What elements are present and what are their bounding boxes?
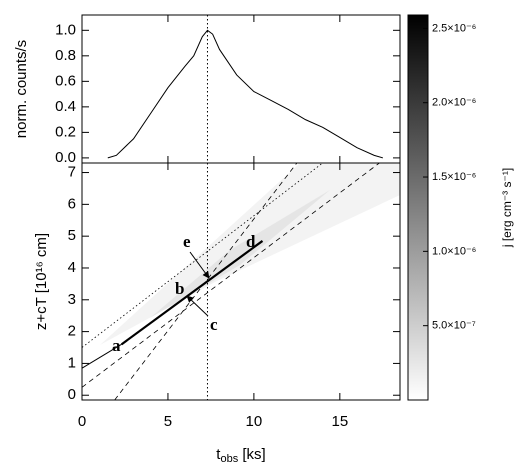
y-tick-label: 4: [68, 259, 76, 276]
y-tick-label: 0.2: [55, 123, 76, 140]
data-line: [114, 162, 298, 401]
emission-shading: [150, 190, 330, 318]
annotation: b: [175, 279, 184, 298]
y-tick-label: 0.8: [55, 47, 76, 64]
y-tick-label: 0: [68, 386, 76, 403]
colorbar: [407, 14, 429, 401]
y-tick-label: 6: [68, 195, 76, 212]
y-axis-label: norm. counts/s: [13, 40, 30, 138]
colorbar-tick-label: 1.5×10⁻⁶: [432, 171, 476, 183]
x-axis-label: tobs [ks]: [216, 446, 265, 465]
colorbar-label: j [erg cm⁻³ s⁻¹]: [500, 168, 514, 248]
data-line: [120, 240, 264, 346]
data-line: [107, 29, 383, 159]
annotation: a: [112, 336, 121, 355]
annotation: c: [210, 315, 218, 334]
y-tick-label: 0.4: [55, 98, 76, 115]
y-tick-label: 0.0: [55, 149, 76, 166]
y-tick-label: 3: [68, 291, 76, 308]
y-tick-label: 7: [68, 164, 76, 181]
plot-frame: [81, 14, 401, 164]
annotation: e: [183, 232, 191, 251]
colorbar-tick-label: 2.5×10⁻⁶: [432, 22, 476, 34]
emission-shading: [100, 163, 400, 345]
y-tick-label: 5: [68, 227, 76, 244]
y-tick-label: 1.0: [55, 21, 76, 38]
annotation: d: [246, 232, 256, 251]
plot-frame: [81, 162, 401, 401]
x-tick-label: 5: [164, 413, 172, 430]
colorbar-tick-label: 1.0×10⁻⁶: [432, 245, 476, 257]
data-line: [81, 343, 122, 369]
y-tick-label: 1: [68, 354, 76, 371]
data-line: [81, 162, 380, 388]
annotation-arrow: [189, 251, 210, 279]
y-tick-label: 2: [68, 323, 76, 340]
x-tick-label: 15: [331, 413, 348, 430]
x-tick-label: 0: [78, 413, 86, 430]
y-tick-label: 0.6: [55, 72, 76, 89]
x-tick-label: 10: [246, 413, 263, 430]
annotation-arrow: [186, 295, 209, 317]
colorbar-tick-label: 2.0×10⁻⁶: [432, 97, 476, 109]
colorbar-tick-label: 5.0×10⁻⁷: [432, 320, 476, 332]
y-axis-label: z+cT [10¹⁶ cm]: [33, 233, 50, 330]
x-label-main: t: [216, 446, 221, 463]
x-label-sub: obs: [220, 453, 238, 465]
x-label-unit: [ks]: [238, 446, 266, 463]
data-line: [81, 162, 323, 348]
